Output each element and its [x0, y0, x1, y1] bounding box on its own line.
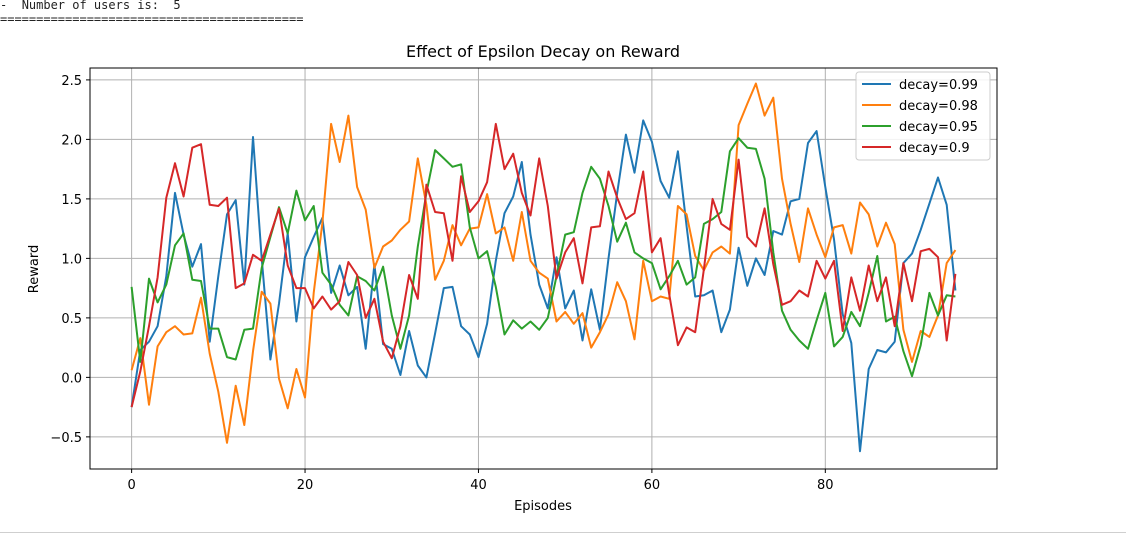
series-line-decay-0.9: [130, 122, 957, 408]
console-users-line: - Number of users is: 5: [0, 0, 181, 13]
x-tick-label: 20: [297, 478, 314, 493]
console-separator: ========================================…: [0, 12, 304, 26]
grid: [90, 68, 997, 469]
tick-layer: 0 20 40 60 80 −0.5 0.0 0.5 1.0 1.5 2.0 2.5: [50, 74, 833, 493]
legend-label-decay-0.98: decay=0.98: [899, 99, 978, 114]
chart-title: Effect of Epsilon Decay on Reward: [406, 42, 680, 61]
y-tick-label: 2.5: [61, 74, 82, 89]
x-tick-label: 80: [817, 478, 834, 493]
y-tick-label: 1.5: [61, 193, 82, 208]
plot-frame: [89, 67, 998, 470]
x-tick-label: 60: [644, 478, 661, 493]
console-output: - Number of users is: 5 ================…: [0, 0, 303, 45]
y-tick-label: 0.0: [61, 371, 82, 386]
y-tick-label: 1.0: [61, 252, 82, 267]
output-divider: [0, 532, 1126, 533]
console-marker: -: [0, 0, 8, 12]
x-tick-label: 40: [470, 478, 487, 493]
series-line-decay-0.99: [130, 119, 957, 453]
legend: decay=0.99 decay=0.98 decay=0.95 decay=0…: [855, 71, 991, 161]
y-tick-label: −0.5: [50, 431, 82, 446]
legend-label-decay-0.9: decay=0.9: [899, 141, 970, 156]
y-tick-label: 0.5: [61, 312, 82, 327]
series-line-decay-0.95: [130, 137, 956, 378]
series-layer: [130, 82, 957, 453]
series-line-decay-0.98: [130, 82, 957, 444]
legend-box: [855, 71, 991, 161]
y-tick-label: 2.0: [61, 133, 82, 148]
x-tick-label: 0: [127, 478, 135, 493]
users-count-text: Number of users is: 5: [21, 0, 181, 12]
x-axis-label: Episodes: [514, 499, 572, 514]
legend-label-decay-0.99: decay=0.99: [899, 78, 978, 93]
legend-label-decay-0.95: decay=0.95: [899, 120, 978, 135]
y-axis-label: Reward: [27, 245, 42, 293]
